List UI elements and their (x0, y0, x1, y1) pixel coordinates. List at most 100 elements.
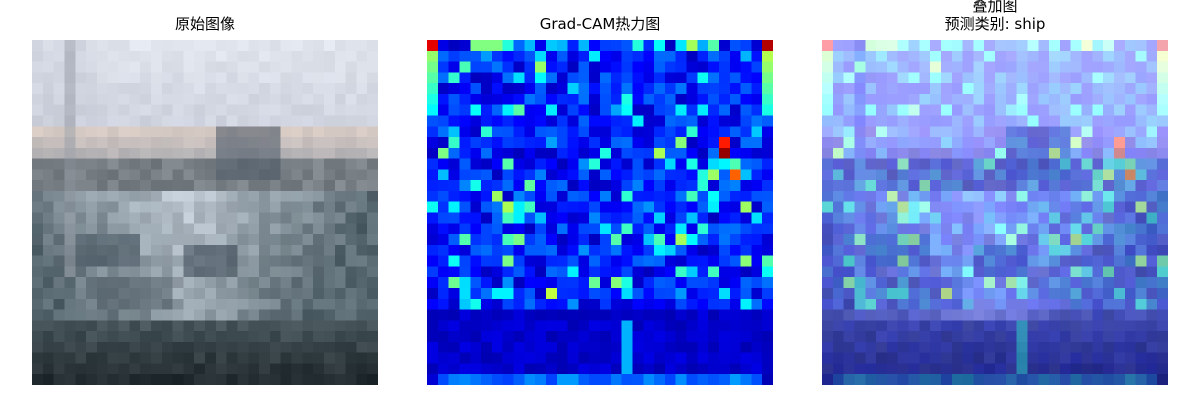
heatmap-pixel (437, 352, 449, 364)
overlay-pixel (897, 298, 909, 310)
original-pixel (118, 83, 130, 95)
overlay-pixel (951, 320, 963, 332)
heatmap-pixel (448, 137, 460, 149)
heatmap-pixel (610, 180, 622, 192)
heatmap-pixel (632, 126, 644, 138)
heatmap-pixel (708, 341, 720, 353)
overlay-pixel (1103, 363, 1115, 375)
heatmap-pixel (448, 212, 460, 224)
original-pixel (161, 234, 173, 246)
heatmap-pixel (708, 158, 720, 170)
original-pixel (172, 115, 184, 127)
original-pixel (334, 158, 346, 170)
original-pixel (75, 158, 87, 170)
heatmap-pixel (708, 298, 720, 310)
overlay-pixel (1059, 309, 1071, 321)
heatmap-pixel (502, 40, 514, 51)
overlay-pixel (876, 298, 888, 310)
heatmap-pixel (491, 50, 503, 62)
original-pixel (323, 93, 335, 105)
original-pixel (107, 40, 119, 51)
original-pixel (259, 363, 271, 375)
heatmap-pixel (762, 277, 773, 289)
original-pixel (291, 93, 303, 105)
original-pixel (42, 83, 54, 95)
original-pixel (64, 137, 76, 149)
original-pixel (248, 93, 260, 105)
overlay-pixel (1049, 50, 1061, 62)
original-pixel (150, 212, 162, 224)
original-pixel (42, 255, 54, 267)
overlay-pixel (1038, 180, 1050, 192)
original-pixel (215, 115, 227, 127)
original-pixel (226, 298, 238, 310)
overlay-pixel (930, 234, 942, 246)
original-pixel (194, 266, 206, 278)
overlay-pixel (930, 277, 942, 289)
overlay-pixel (919, 298, 931, 310)
heatmap-pixel (502, 83, 514, 95)
heatmap-pixel (481, 244, 493, 256)
heatmap-pixel (718, 180, 730, 192)
original-pixel (313, 158, 325, 170)
original-pixel (356, 234, 368, 246)
original-pixel (140, 190, 152, 202)
heatmap-pixel (545, 93, 557, 105)
original-pixel (75, 169, 87, 181)
overlay-pixel (1135, 83, 1147, 95)
heatmap-pixel (610, 341, 622, 353)
overlay-pixel (951, 50, 963, 62)
original-pixel (269, 212, 281, 224)
original-pixel (194, 61, 206, 73)
overlay-pixel (1016, 158, 1028, 170)
original-pixel (226, 223, 238, 235)
original-pixel (75, 40, 87, 51)
overlay-pixel (1005, 126, 1017, 138)
overlay-pixel (1157, 72, 1168, 84)
overlay-pixel (1103, 61, 1115, 73)
overlay-pixel (832, 180, 844, 192)
original-pixel (118, 93, 130, 105)
overlay-pixel (1103, 331, 1115, 343)
overlay-pixel (1135, 137, 1147, 149)
original-pixel (183, 126, 195, 138)
heatmap-pixel (448, 126, 460, 138)
overlay-pixel (832, 115, 844, 127)
heatmap-pixel (578, 83, 590, 95)
heatmap-pixel (718, 309, 730, 321)
heatmap-pixel (664, 147, 676, 159)
heatmap-pixel (610, 266, 622, 278)
heatmap-pixel (524, 104, 536, 116)
original-pixel (215, 277, 227, 289)
overlay-pixel (1070, 104, 1082, 116)
original-pixel (215, 40, 227, 51)
original-pixel (323, 190, 335, 202)
overlay-pixel (1113, 298, 1125, 310)
overlay-pixel (995, 126, 1007, 138)
original-pixel (172, 169, 184, 181)
original-pixel (118, 363, 130, 375)
overlay-pixel (1070, 266, 1082, 278)
heatmap-pixel (643, 72, 655, 84)
heatmap-pixel (535, 190, 547, 202)
original-pixel (205, 93, 217, 105)
overlay-pixel (919, 234, 931, 246)
original-pixel (42, 169, 54, 181)
overlay-pixel (1081, 72, 1093, 84)
original-pixel (172, 147, 184, 159)
overlay-pixel (1038, 93, 1050, 105)
original-pixel (259, 180, 271, 192)
heatmap-pixel (740, 331, 752, 343)
original-pixel (96, 93, 108, 105)
heatmap-pixel (481, 115, 493, 127)
overlay-pixel (973, 50, 985, 62)
heatmap-pixel (697, 363, 709, 375)
heatmap-pixel (513, 374, 525, 385)
original-pixel (334, 309, 346, 321)
heatmap-pixel (643, 158, 655, 170)
overlay-pixel (1157, 115, 1168, 127)
heatmap-pixel (437, 298, 449, 310)
overlay-pixel (951, 72, 963, 84)
heatmap-pixel (600, 309, 612, 321)
original-pixel (215, 298, 227, 310)
